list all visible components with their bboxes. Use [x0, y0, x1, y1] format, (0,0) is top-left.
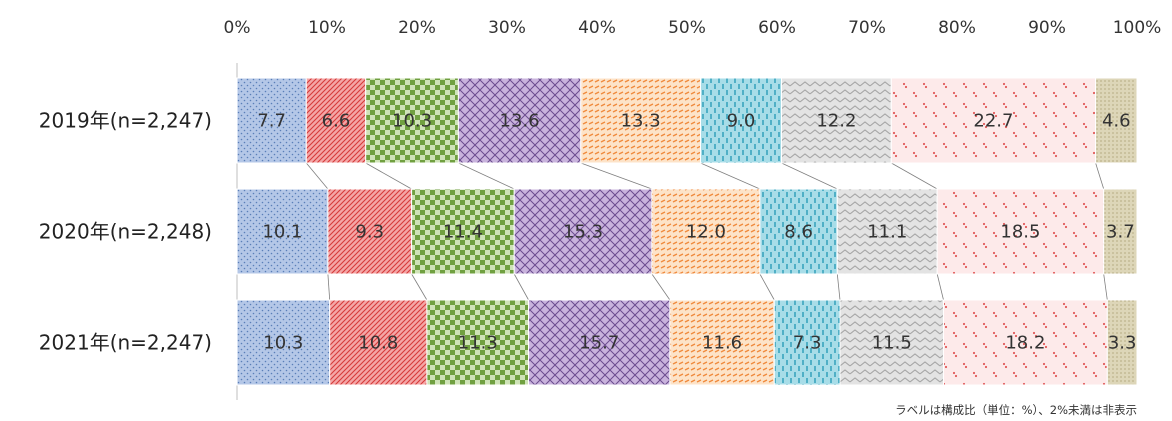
data-label: 11.4	[443, 222, 483, 243]
connector-line	[781, 162, 838, 190]
x-tick-label-0: 0%	[224, 18, 251, 38]
data-label: 11.1	[867, 222, 907, 243]
x-tick-label-2: 20%	[398, 18, 436, 38]
data-label: 4.6	[1102, 111, 1131, 132]
bar-segment	[936, 188, 1105, 275]
connector-line	[759, 273, 775, 301]
connector-line	[836, 273, 841, 301]
x-tick-label-1: 10%	[308, 18, 346, 38]
data-label: 6.6	[322, 111, 351, 132]
x-tick-label-6: 60%	[758, 18, 796, 38]
category-labels: 2019年(n=2,247) 2020年(n=2,248) 2021年(n=2,24…	[39, 109, 212, 355]
bar-segment	[513, 188, 653, 275]
connector-line	[580, 162, 653, 190]
data-label: 10.8	[358, 333, 398, 354]
connector-line	[936, 273, 944, 301]
data-label: 15.7	[579, 333, 619, 354]
connector-line	[1103, 273, 1108, 301]
bar-segment	[1106, 299, 1138, 386]
data-label: 10.3	[263, 333, 303, 354]
bar-segment	[365, 77, 459, 164]
x-tick-label-10: 100%	[1113, 18, 1162, 38]
connector-line	[458, 162, 515, 190]
data-label: 3.7	[1106, 222, 1135, 243]
data-label: 3.3	[1108, 333, 1137, 354]
x-tick-label-7: 70%	[848, 18, 886, 38]
footnote: ラベルは構成比（単位：%）、2%未満は非表示	[895, 403, 1137, 417]
bar-segment	[528, 299, 671, 386]
bar-segment	[669, 299, 775, 386]
data-label: 12.0	[686, 222, 726, 243]
data-label: 10.3	[392, 111, 432, 132]
bar-segment	[943, 299, 1108, 386]
bar-segment	[836, 188, 938, 275]
bar-segment	[759, 188, 838, 275]
data-label: 13.3	[621, 111, 661, 132]
data-label: 18.2	[1005, 333, 1045, 354]
connector-line	[700, 162, 761, 190]
x-tick-label-5: 50%	[668, 18, 706, 38]
data-label: 9.3	[355, 222, 384, 243]
data-label: 13.6	[500, 111, 540, 132]
bar-segment	[236, 77, 307, 164]
x-tick-label-3: 30%	[488, 18, 526, 38]
x-tick-label-8: 80%	[938, 18, 976, 38]
bar-segment	[236, 188, 329, 275]
category-label: 2019年(n=2,247)	[39, 109, 212, 133]
bar-segment	[1095, 77, 1138, 164]
bar-segment	[1103, 188, 1138, 275]
bar-segment	[305, 77, 367, 164]
data-label: 11.3	[458, 333, 498, 354]
connector-line	[1095, 162, 1105, 190]
bar-segment	[773, 299, 841, 386]
x-axis-tick-labels: 0% 10% 20% 30% 40% 50% 60% 70% 80% 90% 100%	[224, 18, 1162, 38]
connector-line	[365, 162, 412, 190]
bar-segment	[329, 299, 428, 386]
data-label: 11.6	[702, 333, 742, 354]
bar-segment	[700, 77, 782, 164]
data-label: 10.1	[262, 222, 302, 243]
connector-line	[411, 273, 428, 301]
connector-line	[651, 273, 671, 301]
x-tick-label-9: 90%	[1028, 18, 1066, 38]
connector-line	[891, 162, 938, 190]
category-label: 2021年(n=2,247)	[39, 331, 212, 355]
data-label: 12.2	[816, 111, 856, 132]
bar-segment	[890, 77, 1097, 164]
data-label: 9.0	[727, 111, 756, 132]
category-label: 2020年(n=2,248)	[39, 220, 212, 244]
connector-line	[327, 273, 331, 301]
bar-segment	[327, 188, 413, 275]
connector-line	[305, 162, 329, 190]
bars: 7.7 6.6 10.3 13.6 13.3 9.0 12.2 22.7 4.6 10.1 9.3 1…	[236, 77, 1138, 386]
data-label: 8.6	[784, 222, 813, 243]
bar-segment	[839, 299, 944, 386]
data-label: 15.3	[563, 222, 603, 243]
data-label: 22.7	[973, 111, 1013, 132]
bar-segment	[781, 77, 892, 164]
data-label: 7.7	[257, 111, 286, 132]
series-connector-lines	[305, 162, 1108, 301]
data-label: 18.5	[1000, 222, 1040, 243]
data-label: 7.3	[793, 333, 822, 354]
connector-line	[513, 273, 529, 301]
bar-segment	[236, 299, 331, 386]
bar-segment	[426, 299, 530, 386]
data-label: 11.5	[872, 333, 912, 354]
x-tick-label-4: 40%	[578, 18, 616, 38]
